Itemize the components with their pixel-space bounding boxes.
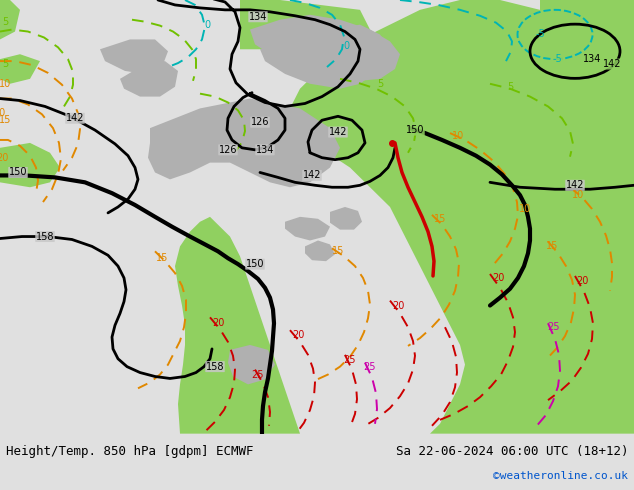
Text: 10: 10 [0, 79, 11, 89]
Text: Sa 22-06-2024 06:00 UTC (18+12): Sa 22-06-2024 06:00 UTC (18+12) [396, 445, 628, 458]
Text: 25: 25 [364, 362, 376, 371]
Polygon shape [285, 217, 330, 241]
Text: Height/Temp. 850 hPa [gdpm] ECMWF: Height/Temp. 850 hPa [gdpm] ECMWF [6, 445, 254, 458]
Text: -5: -5 [552, 54, 562, 64]
Text: 20: 20 [212, 318, 224, 328]
Text: 142: 142 [566, 180, 585, 190]
Text: 150: 150 [246, 259, 264, 269]
Text: 10: 10 [572, 190, 584, 200]
Text: 15: 15 [156, 253, 168, 263]
Text: 0: 0 [343, 41, 349, 51]
Polygon shape [240, 0, 380, 49]
Text: 10: 10 [452, 131, 464, 141]
Text: 158: 158 [36, 232, 55, 242]
Polygon shape [0, 143, 60, 187]
Text: 134: 134 [583, 54, 601, 64]
Text: 150: 150 [9, 168, 27, 177]
Text: ©weatheronline.co.uk: ©weatheronline.co.uk [493, 471, 628, 481]
Text: 10: 10 [519, 204, 531, 214]
Text: 25: 25 [547, 322, 559, 332]
Polygon shape [330, 207, 362, 230]
Polygon shape [0, 0, 20, 39]
Text: 20: 20 [492, 273, 504, 283]
Polygon shape [120, 61, 178, 97]
Text: 150: 150 [406, 125, 424, 135]
Text: 5: 5 [507, 82, 513, 92]
Text: 126: 126 [251, 117, 269, 127]
Polygon shape [540, 0, 634, 49]
Text: 15: 15 [0, 115, 11, 125]
Text: 142: 142 [66, 113, 84, 123]
Polygon shape [148, 98, 340, 187]
Polygon shape [260, 24, 390, 89]
Polygon shape [175, 217, 300, 434]
Polygon shape [290, 0, 634, 434]
Text: 25: 25 [344, 355, 356, 365]
Text: -5: -5 [535, 29, 545, 40]
Text: 134: 134 [256, 145, 274, 155]
Text: 134: 134 [249, 12, 267, 22]
Polygon shape [250, 15, 400, 81]
Polygon shape [100, 39, 168, 74]
Text: 5: 5 [2, 17, 8, 26]
Polygon shape [0, 54, 40, 84]
Text: 142: 142 [603, 59, 621, 69]
Text: 25: 25 [252, 369, 264, 380]
Text: 142: 142 [329, 127, 347, 137]
Text: 15: 15 [546, 242, 558, 251]
Text: 20: 20 [392, 300, 404, 311]
Text: 20: 20 [576, 276, 588, 286]
Text: 158: 158 [206, 362, 224, 371]
Text: 20: 20 [0, 153, 8, 163]
Polygon shape [305, 241, 335, 261]
Text: 5: 5 [2, 59, 8, 69]
Text: 5: 5 [377, 79, 383, 89]
Text: 142: 142 [303, 171, 321, 180]
Text: 126: 126 [219, 145, 237, 155]
Text: 15: 15 [434, 214, 446, 224]
Text: 0: 0 [204, 20, 210, 29]
Text: 20: 20 [292, 330, 304, 340]
Text: 10: 10 [0, 108, 6, 119]
Text: 15: 15 [332, 246, 344, 256]
Polygon shape [228, 345, 275, 384]
